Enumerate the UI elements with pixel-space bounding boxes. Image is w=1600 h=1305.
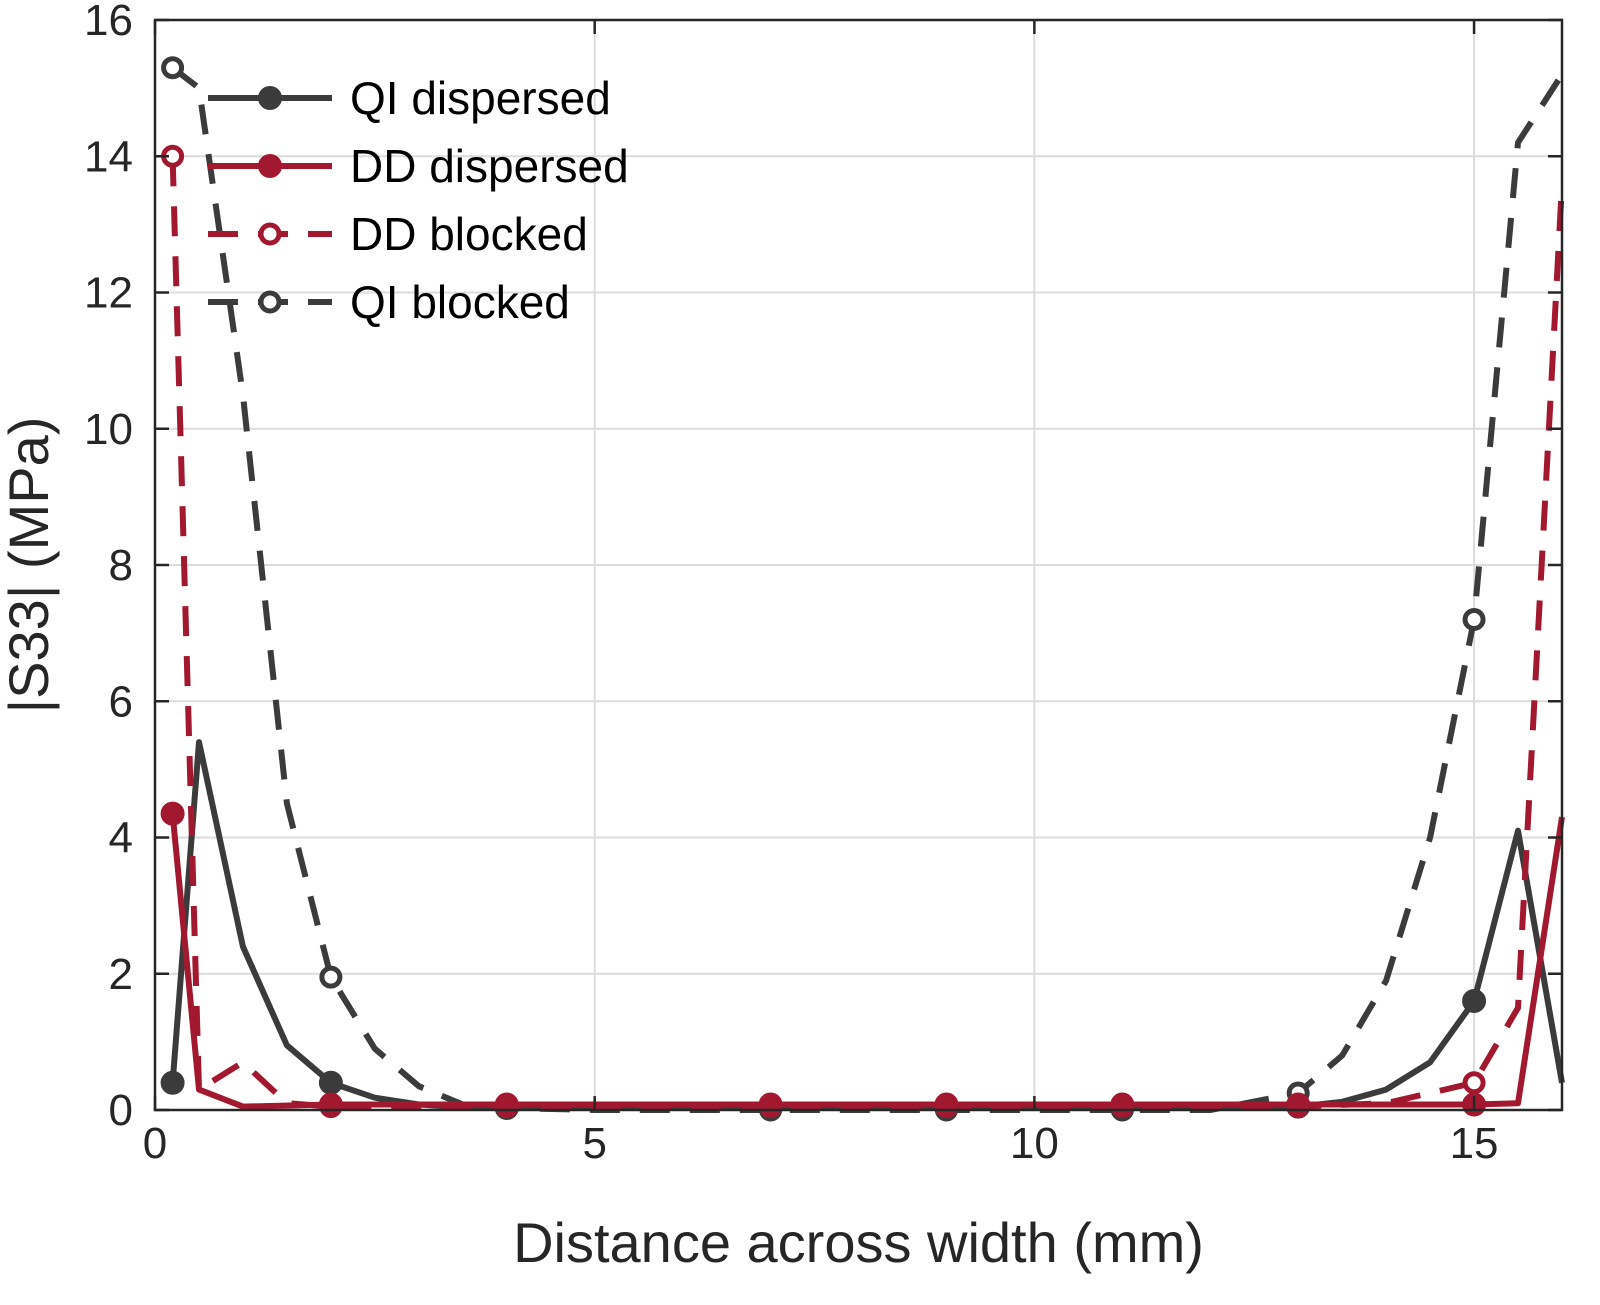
data-point <box>934 1092 959 1117</box>
y-axis-title: |S33| (MPa) <box>0 417 60 714</box>
x-tick-label: 0 <box>143 1119 167 1168</box>
data-point <box>1110 1092 1135 1117</box>
y-tick-label: 0 <box>109 1086 133 1135</box>
data-point <box>494 1092 519 1117</box>
data-point <box>318 1092 343 1117</box>
data-point <box>160 1070 185 1095</box>
y-tick-label: 4 <box>109 814 133 863</box>
x-tick-label: 10 <box>1010 1119 1059 1168</box>
legend-marker <box>258 86 282 110</box>
legend-label: QI blocked <box>350 276 570 328</box>
data-point <box>1462 1071 1486 1095</box>
data-point <box>318 1070 343 1095</box>
data-point <box>1462 989 1487 1013</box>
legend: QI dispersed DD dispersed DD blocked QI blo… <box>208 72 629 328</box>
data-point <box>160 801 185 826</box>
legend-marker <box>258 290 282 314</box>
legend-marker <box>258 154 282 178</box>
y-tick-label: 8 <box>109 541 133 590</box>
data-point <box>1286 1092 1311 1117</box>
y-tick-labels: 0 2 4 6 8 10 12 14 16 <box>84 0 133 1135</box>
y-tick-label: 2 <box>109 950 133 999</box>
series-markers <box>160 56 1487 1122</box>
y-tick-label: 10 <box>84 405 133 454</box>
data-point <box>758 1092 783 1117</box>
legend-label: QI dispersed <box>350 72 611 124</box>
y-tick-label: 12 <box>84 269 133 318</box>
data-point <box>319 965 343 989</box>
data-point <box>161 56 185 80</box>
y-tick-label: 16 <box>84 0 133 45</box>
x-tick-label: 5 <box>582 1119 606 1168</box>
legend-label: DD dispersed <box>350 140 629 192</box>
legend-label: DD blocked <box>350 208 588 260</box>
series-line-dd-dispersed <box>169 813 1565 1110</box>
legend-marker <box>258 222 282 246</box>
x-tick-label: 15 <box>1450 1119 1499 1168</box>
x-axis-title: Distance across width (mm) <box>513 1211 1204 1274</box>
data-point <box>1462 608 1486 631</box>
x-tick-labels: 0 5 10 15 <box>143 1119 1499 1168</box>
y-tick-label: 14 <box>84 132 133 181</box>
axis-ticks <box>153 18 1562 1112</box>
y-tick-label: 6 <box>109 677 133 726</box>
